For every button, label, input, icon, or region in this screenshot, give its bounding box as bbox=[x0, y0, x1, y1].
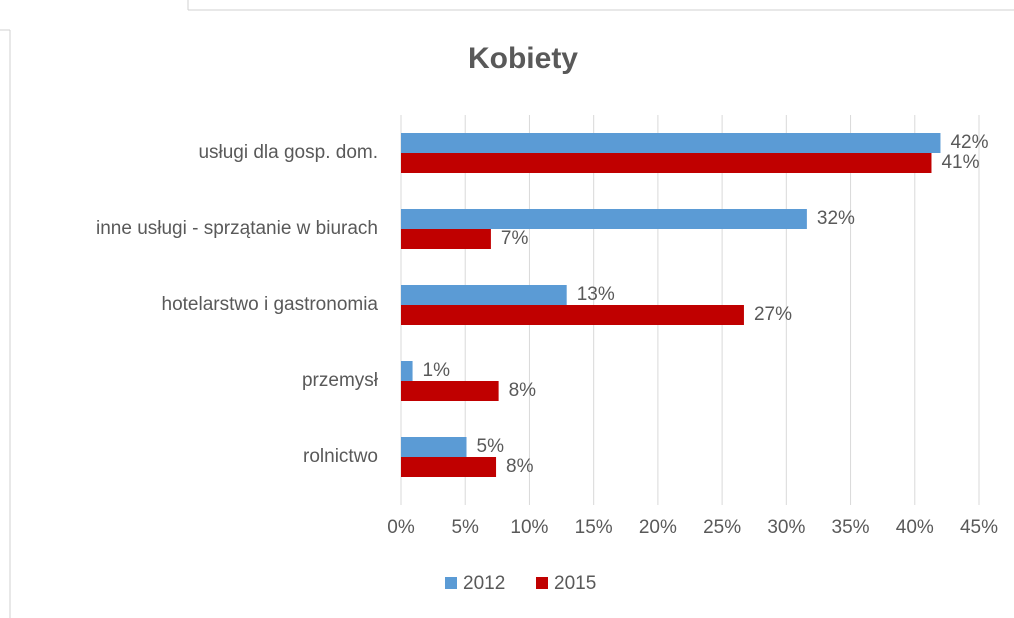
bar bbox=[401, 381, 499, 401]
x-tick-label: 35% bbox=[832, 517, 870, 538]
y-tick-label: inne usługi - sprzątanie w biurach bbox=[96, 218, 378, 239]
x-tick-label: 20% bbox=[639, 517, 677, 538]
data-label: 8% bbox=[506, 456, 534, 477]
bar bbox=[401, 133, 941, 153]
x-tick-label: 5% bbox=[451, 517, 479, 538]
legend-swatch bbox=[536, 577, 548, 589]
data-label: 41% bbox=[941, 152, 979, 173]
x-tick-label: 0% bbox=[387, 517, 415, 538]
x-tick-label: 40% bbox=[896, 517, 934, 538]
data-label: 32% bbox=[817, 208, 855, 229]
data-label: 27% bbox=[754, 304, 792, 325]
chart-title: Kobiety bbox=[468, 42, 578, 75]
x-tick-label: 25% bbox=[703, 517, 741, 538]
data-label: 13% bbox=[577, 284, 615, 305]
legend-label: 2012 bbox=[463, 573, 505, 594]
bar bbox=[401, 153, 932, 173]
y-tick-label: rolnictwo bbox=[303, 446, 378, 467]
bar bbox=[401, 437, 467, 457]
data-label: 8% bbox=[509, 380, 537, 401]
bar bbox=[401, 305, 744, 325]
bar bbox=[401, 229, 491, 249]
x-tick-label: 45% bbox=[960, 517, 998, 538]
y-tick-label: przemysł bbox=[302, 370, 379, 391]
bar bbox=[401, 209, 807, 229]
bar bbox=[401, 457, 497, 477]
legend-label: 2015 bbox=[554, 573, 596, 594]
y-tick-label: hotelarstwo i gastronomia bbox=[162, 294, 379, 315]
x-tick-label: 30% bbox=[767, 517, 805, 538]
legend-swatch bbox=[445, 577, 457, 589]
data-label: 5% bbox=[477, 436, 505, 457]
x-tick-label: 15% bbox=[575, 517, 613, 538]
data-label: 42% bbox=[950, 132, 988, 153]
data-label: 1% bbox=[423, 360, 451, 381]
data-label: 7% bbox=[501, 228, 529, 249]
x-tick-label: 10% bbox=[510, 517, 548, 538]
bar bbox=[401, 361, 413, 381]
y-tick-label: usługi dla gosp. dom. bbox=[198, 142, 378, 163]
bar bbox=[401, 285, 567, 305]
